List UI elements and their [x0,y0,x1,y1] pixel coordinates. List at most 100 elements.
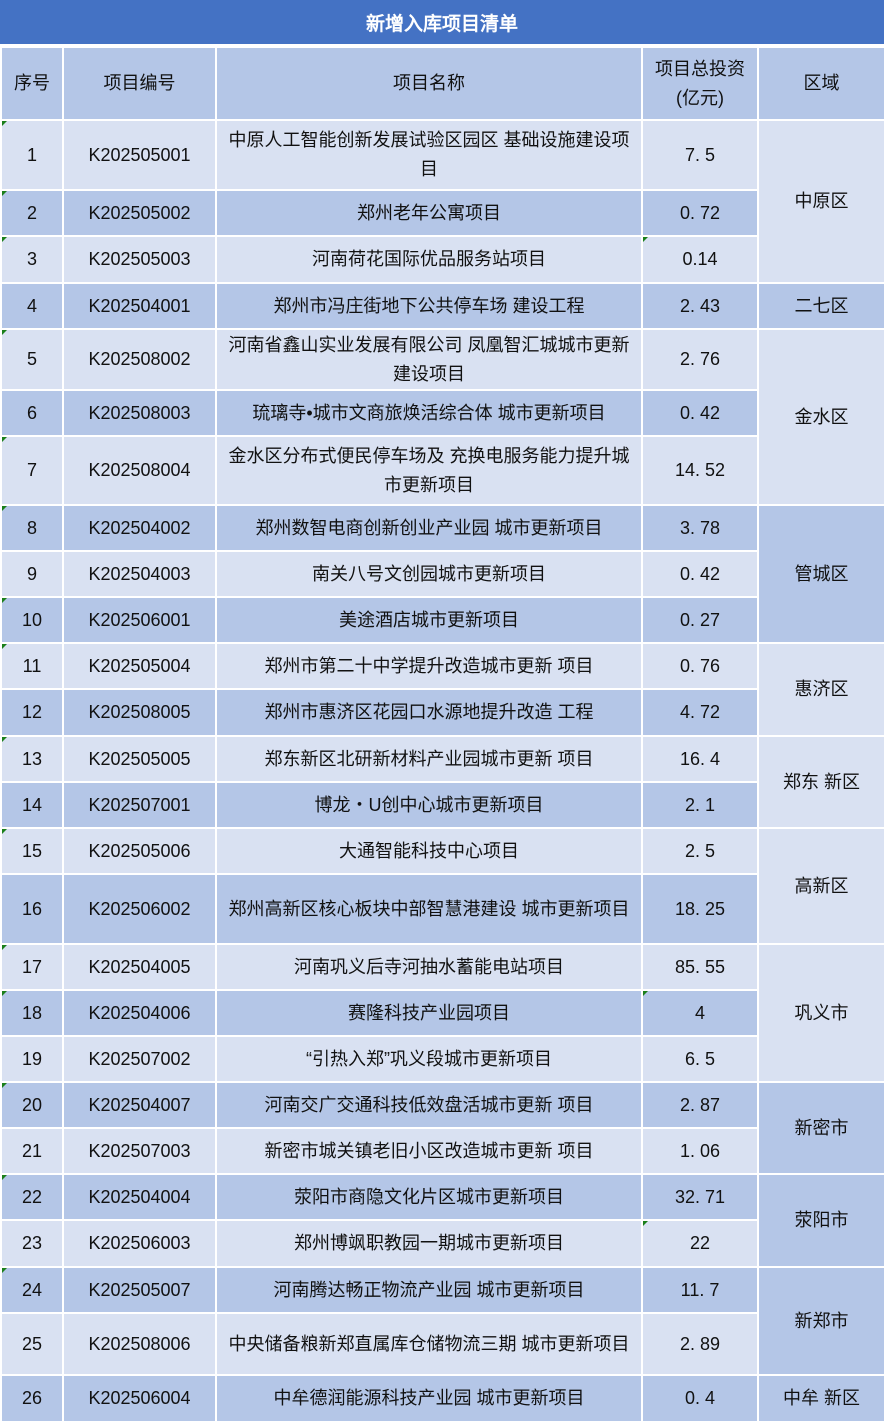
row-number-text: 9 [26,563,37,584]
project-name: 琉璃寺•城市文商旅焕活综合体 城市更新项目 [215,389,643,437]
project-name: 郑州市冯庄街地下公共停车场 建设工程 [215,282,643,330]
table-row: 12 K202508005 郑州市惠济区花园口水源地提升改造 工程 4. 72 [0,688,884,737]
row-number-text: 19 [21,1048,43,1069]
project-code: K202506003 [62,1219,217,1268]
region-cell: 惠济区 [757,642,884,737]
row-number: 15 [0,827,64,875]
project-investment-text: 0. 42 [679,402,721,423]
table-row: 23 K202506003 郑州博飒职教园一期城市更新项目 22 [0,1219,884,1268]
row-number-text: 5 [26,349,37,369]
cell-marker-icon [2,437,7,442]
project-name: 金水区分布式便民停车场及 充换电服务能力提升城市更新项目 [215,435,643,506]
project-name-text: 郑州博飒职教园一期城市更新项目 [294,1233,564,1253]
project-name-text: 中牟德润能源科技产业园 城市更新项目 [273,1388,585,1408]
row-number: 16 [0,873,64,945]
table-row: 13 K202505005 郑东新区北研新材料产业园城市更新 项目 16. 4 郑东 新… [0,735,884,829]
cell-marker-icon [643,1221,648,1226]
project-name-text: “引热入郑”巩义段城市更新项目 [306,1048,552,1069]
project-name: 荥阳市商隐文化片区城市更新项目 [215,1173,643,1221]
row-number-text: 14 [21,794,43,815]
project-code-text: K202508003 [88,402,191,423]
project-investment: 0. 76 [641,642,759,690]
header-no: 序号 [0,46,64,121]
project-investment-text: 4 [694,1002,705,1023]
project-investment: 6. 5 [641,1035,759,1083]
project-investment-text: 2. 87 [679,1094,721,1115]
project-investment-text: 18. 25 [674,898,726,919]
project-investment: 0. 42 [641,550,759,598]
row-number: 11 [0,642,64,690]
row-number-text: 22 [21,1186,43,1207]
project-name: 新密市城关镇老旧小区改造城市更新 项目 [215,1127,643,1175]
cell-marker-icon [2,237,7,242]
row-number: 2 [0,189,64,237]
row-number: 22 [0,1173,64,1221]
cell-marker-icon [2,991,7,996]
table-row: 22 K202504004 荥阳市商隐文化片区城市更新项目 32. 71 荥阳市 [0,1173,884,1268]
row-number-text: 16 [21,898,43,919]
row-number: 21 [0,1127,64,1175]
header-region: 区域 [757,46,884,121]
project-investment-text: 0.14 [682,249,718,269]
project-name-text: 新密市城关镇老旧小区改造城市更新 项目 [264,1140,594,1161]
project-investment: 32. 71 [641,1173,759,1221]
row-number-text: 25 [21,1333,43,1354]
row-number: 13 [0,735,64,783]
table-row: 18 K202504006 赛隆科技产业园项目 4 [0,989,884,1037]
project-investment: 2. 1 [641,781,759,829]
project-name: 河南交广交通科技低效盘活城市更新 项目 [215,1081,643,1129]
project-investment: 7. 5 [641,119,759,191]
project-code-text: K202504006 [88,1002,191,1023]
project-code: K202505006 [62,827,217,875]
project-name-text: 河南交广交通科技低效盘活城市更新 项目 [264,1094,594,1115]
row-number-text: 7 [26,460,37,480]
project-code: K202505004 [62,642,217,690]
cell-marker-icon [2,506,7,511]
project-code-text: K202505002 [88,202,191,223]
project-investment: 18. 25 [641,873,759,945]
project-code: K202508005 [62,688,217,737]
project-name: 河南巩义后寺河抽水蓄能电站项目 [215,943,643,991]
project-code-text: K202505004 [88,655,191,676]
project-name-text: 大通智能科技中心项目 [339,840,519,861]
project-name: 中牟德润能源科技产业园 城市更新项目 [215,1374,643,1423]
project-investment: 4. 72 [641,688,759,737]
project-code-text: K202504001 [88,295,191,316]
project-name-text: 博龙・U创中心城市更新项目 [314,794,544,815]
project-investment: 22 [641,1219,759,1268]
project-code: K202506002 [62,873,217,945]
region-cell: 新郑市 [757,1266,884,1376]
region-cell: 管城区 [757,504,884,644]
project-name: 中央储备粮新郑直属库仓储物流三期 城市更新项目 [215,1312,643,1376]
row-number-text: 8 [26,517,37,538]
project-investment: 0. 72 [641,189,759,237]
row-number-text: 18 [21,1002,43,1023]
table-row: 16 K202506002 郑州高新区核心板块中部智慧港建设 城市更新项目 18. 2… [0,873,884,945]
project-name-text: 郑州市第二十中学提升改造城市更新 项目 [264,655,594,676]
row-number-text: 26 [21,1388,43,1408]
project-name-text: 郑州市冯庄街地下公共停车场 建设工程 [273,295,585,316]
row-number: 10 [0,596,64,644]
project-code-text: K202505003 [88,249,191,269]
project-investment: 2. 76 [641,328,759,391]
project-code: K202504001 [62,282,217,330]
project-name-text: 河南荷花国际优品服务站项目 [312,249,546,269]
cell-marker-icon [2,191,7,196]
project-name-text: 河南省鑫山实业发展有限公司 凤凰智汇城城市更新建设项目 [228,334,630,384]
project-investment: 2. 43 [641,282,759,330]
project-investment: 0.14 [641,235,759,284]
cell-marker-icon [2,945,7,950]
region-cell: 荥阳市 [757,1173,884,1268]
cell-marker-icon [2,1083,7,1088]
row-number-text: 11 [22,655,42,676]
project-code-text: K202508002 [88,349,191,369]
project-investment-text: 0. 72 [679,202,721,223]
project-code: K202505003 [62,235,217,284]
cell-marker-icon [643,991,648,996]
project-code: K202504002 [62,504,217,552]
project-name: 大通智能科技中心项目 [215,827,643,875]
project-code-text: K202504005 [88,956,191,977]
project-name-text: 郑东新区北研新材料产业园城市更新 项目 [264,748,594,769]
project-name: 郑州市第二十中学提升改造城市更新 项目 [215,642,643,690]
table-row: 2 K202505002 郑州老年公寓项目 0. 72 [0,189,884,237]
